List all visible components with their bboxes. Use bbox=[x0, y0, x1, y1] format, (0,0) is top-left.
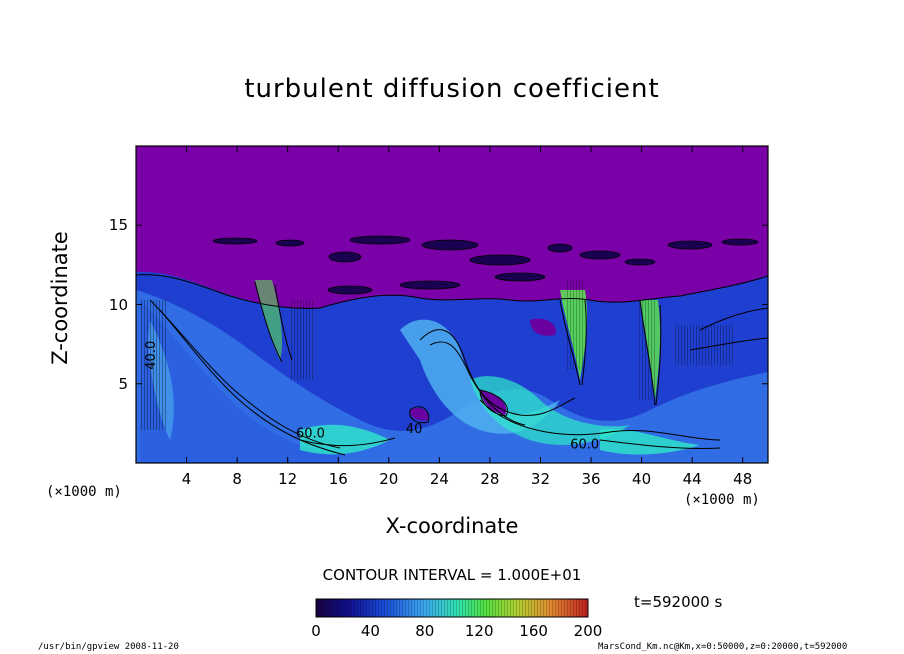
contour-interval-label: CONTOUR INTERVAL = 1.000E+01 bbox=[322, 566, 582, 584]
x-tick-label: 8 bbox=[232, 470, 242, 488]
contour-label: 40 bbox=[406, 422, 423, 437]
x-tick-label: 4 bbox=[181, 470, 192, 488]
contour-label: 40.0 bbox=[144, 341, 159, 370]
y-tick-label: 5 bbox=[118, 374, 128, 393]
colorbar-frame bbox=[315, 598, 589, 618]
x-tick-label: 40 bbox=[632, 470, 652, 488]
x-tick-label: 32 bbox=[530, 470, 551, 488]
x-tick-label: 12 bbox=[278, 470, 298, 488]
colorbar-tick-label: 120 bbox=[464, 622, 494, 640]
contour-label: 60.0 bbox=[296, 427, 325, 442]
colorbar-tick-label: 200 bbox=[573, 622, 603, 640]
x-tick-label: 36 bbox=[581, 470, 601, 488]
colorbar-tick-label: 0 bbox=[311, 622, 321, 640]
y-tick-label: 15 bbox=[108, 216, 128, 235]
x-axis-unit: (×1000 m) bbox=[684, 492, 760, 508]
colorbar-tick-label: 160 bbox=[519, 622, 548, 640]
x-axis-label: X-coordinate bbox=[385, 514, 519, 538]
contour-label-layer: 40.0 60.0 40 60.0 bbox=[144, 341, 599, 453]
x-tick-label: 28 bbox=[480, 470, 500, 488]
y-tick-marks bbox=[136, 224, 768, 385]
y-axis-label: Z-coordinate bbox=[48, 231, 72, 365]
colorbar-tick-label: 40 bbox=[360, 622, 380, 640]
time-label: t=592000 s bbox=[634, 593, 723, 611]
diffusion-field bbox=[136, 146, 768, 463]
colorbar-tick-label: 80 bbox=[415, 622, 435, 640]
contour-label: 60.0 bbox=[570, 438, 599, 453]
y-tick-label: 10 bbox=[108, 295, 128, 314]
y-axis-unit: (×1000 m) bbox=[46, 484, 122, 500]
x-tick-label: 48 bbox=[733, 470, 753, 488]
x-tick-label: 24 bbox=[429, 470, 449, 488]
chart-title: turbulent diffusion coefficient bbox=[244, 74, 660, 104]
x-tick-label: 20 bbox=[379, 470, 399, 488]
turbulent-patches bbox=[212, 235, 759, 295]
footer-right: MarsCond_Km.nc@Km,x=0:50000,z=0:20000,t=… bbox=[598, 642, 848, 652]
x-tick-label: 44 bbox=[682, 470, 702, 488]
x-tick-marks bbox=[186, 146, 744, 463]
footer-left: /usr/bin/gpview 2008-11-20 bbox=[38, 642, 179, 652]
x-tick-label: 16 bbox=[328, 470, 348, 488]
